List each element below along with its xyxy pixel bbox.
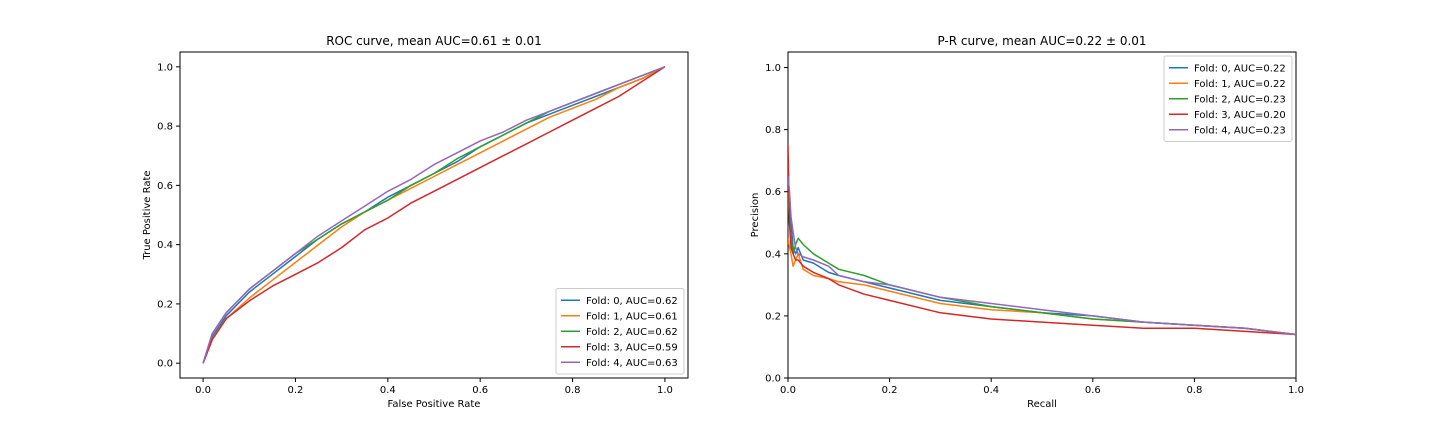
x-tick-label: 0.8 xyxy=(1186,385,1202,396)
legend-label: Fold: 1, AUC=0.61 xyxy=(586,311,678,322)
series-group xyxy=(202,66,666,364)
legend-frame xyxy=(1163,55,1293,142)
legend-label: Fold: 2, AUC=0.23 xyxy=(1194,94,1286,105)
roc-chart: 0.0 0.2 0.4 0.6 0.8 1.0 0.0 0.2 0.4 0.6 0.8 1.0 ROC … xyxy=(142,34,689,410)
series-line-fold-1 xyxy=(202,66,666,364)
y-tick-label: 0.6 xyxy=(765,187,781,198)
chart-title: P-R curve, mean AUC=0.22 ± 0.01 xyxy=(937,34,1146,48)
x-tick-label: 0.4 xyxy=(380,385,396,396)
y-axis-label: True Positive Rate xyxy=(142,170,153,260)
y-tick-label: 0.8 xyxy=(157,122,173,133)
x-tick-label: 0.4 xyxy=(983,385,999,396)
x-tick-label: 0.0 xyxy=(195,385,211,396)
y-tick-label: 0.4 xyxy=(157,240,173,251)
series-line-fold-3 xyxy=(202,66,666,364)
x-axis-label: False Positive Rate xyxy=(388,399,481,410)
x-tick-label: 0.8 xyxy=(565,385,581,396)
x-tick-label: 1.0 xyxy=(1288,385,1304,396)
legend-label: Fold: 0, AUC=0.62 xyxy=(586,296,678,307)
series-group xyxy=(788,145,1296,336)
series-line-fold-4 xyxy=(788,176,1296,336)
pr-chart: 0.0 0.2 0.4 0.6 0.8 1.0 0.0 0.2 0.4 0.6 0.8 1.0 P-R … xyxy=(750,34,1304,410)
y-tick-label: 0.0 xyxy=(765,374,781,385)
legend: Fold: 0, AUC=0.22 Fold: 1, AUC=0.22 Fold: … xyxy=(1163,55,1293,142)
x-tick-label: 0.0 xyxy=(780,385,796,396)
y-tick-label: 0.4 xyxy=(765,249,781,260)
x-tick-label: 1.0 xyxy=(657,385,673,396)
x-tick-label: 0.2 xyxy=(288,385,304,396)
legend-label: Fold: 0, AUC=0.22 xyxy=(1194,63,1286,74)
legend-label: Fold: 3, AUC=0.59 xyxy=(586,342,678,353)
y-tick-label: 0.8 xyxy=(765,125,781,136)
y-tick-label: 1.0 xyxy=(157,62,173,73)
legend-label: Fold: 2, AUC=0.62 xyxy=(586,327,678,338)
y-tick-label: 1.0 xyxy=(765,63,781,74)
chart-title: ROC curve, mean AUC=0.61 ± 0.01 xyxy=(326,34,542,48)
y-tick-label: 0.0 xyxy=(157,359,173,370)
series-line-fold-3 xyxy=(788,145,1296,336)
x-tick-label: 0.2 xyxy=(882,385,898,396)
legend: Fold: 0, AUC=0.62 Fold: 1, AUC=0.61 Fold: … xyxy=(555,288,685,375)
y-tick-label: 0.6 xyxy=(157,181,173,192)
y-tick-label: 0.2 xyxy=(765,311,781,322)
y-axis-label: Precision xyxy=(750,193,761,238)
legend-label: Fold: 3, AUC=0.20 xyxy=(1194,110,1286,121)
x-tick-label: 0.6 xyxy=(472,385,488,396)
series-line-fold-4 xyxy=(202,66,666,364)
legend-label: Fold: 4, AUC=0.63 xyxy=(586,358,678,369)
legend-frame xyxy=(555,288,685,375)
legend-label: Fold: 4, AUC=0.23 xyxy=(1194,125,1286,136)
x-tick-label: 0.6 xyxy=(1085,385,1101,396)
y-tick-label: 0.2 xyxy=(157,299,173,310)
x-axis-label: Recall xyxy=(1027,399,1057,410)
legend-label: Fold: 1, AUC=0.22 xyxy=(1194,79,1286,90)
